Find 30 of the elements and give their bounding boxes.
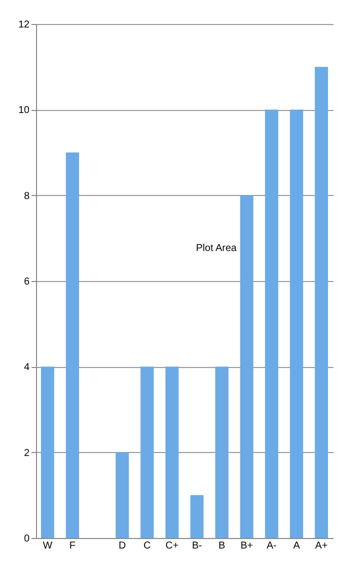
bar <box>165 366 179 538</box>
x-tick-label: A- <box>266 540 277 552</box>
x-tick-label: W <box>42 540 53 552</box>
x-tick-label: C+ <box>166 540 179 552</box>
y-tick-label: 8 <box>24 190 30 202</box>
x-tick-label: F <box>69 540 76 552</box>
y-tick-label: 6 <box>24 276 30 288</box>
x-tick-label: A+ <box>315 540 328 552</box>
bar <box>290 110 304 538</box>
y-tick-label: 0 <box>24 534 30 544</box>
y-tick-label: 2 <box>24 448 30 459</box>
x-tick-label: D <box>118 540 126 552</box>
bar <box>314 66 328 538</box>
bar <box>265 110 278 538</box>
bar <box>66 152 80 538</box>
y-tick-label: 10 <box>18 105 30 116</box>
bar <box>190 495 204 538</box>
x-tick-label: A <box>293 540 300 552</box>
bar <box>40 366 54 538</box>
x-tick-label: B+ <box>240 540 254 552</box>
y-tick-label: 4 <box>24 362 30 374</box>
bar <box>140 366 154 538</box>
bar <box>240 195 254 538</box>
y-tick-label: 12 <box>18 20 30 30</box>
x-tick-label: C <box>144 540 151 552</box>
bar <box>215 366 228 538</box>
x-tick-label: B <box>218 540 226 552</box>
x-tick-label: B- <box>192 540 202 552</box>
bar <box>116 452 129 538</box>
annotation: Plot Area <box>196 243 238 254</box>
